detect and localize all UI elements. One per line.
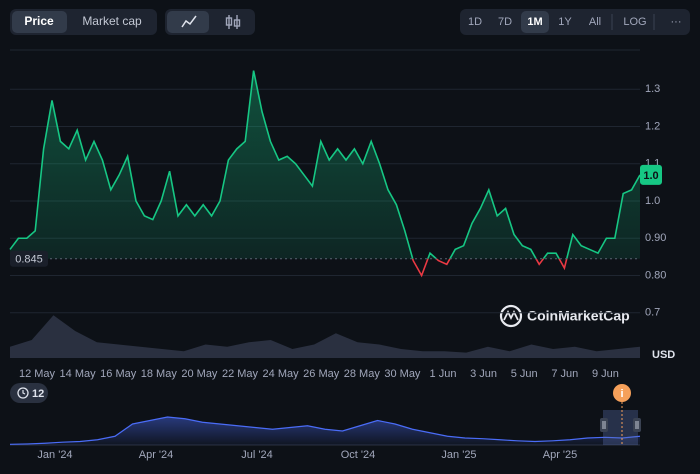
y-tick-label: 0.80 — [645, 269, 666, 281]
x-tick-label: 24 May — [263, 368, 300, 380]
range-group — [460, 9, 690, 35]
watermark: CoinMarketCap — [527, 308, 630, 324]
y-tick-label: 0.90 — [645, 232, 666, 244]
marker[interactable] — [613, 384, 631, 402]
range-button[interactable]: 1M — [527, 16, 542, 28]
history-icon — [22, 390, 26, 395]
x-tick-label: 1 Jun — [430, 368, 457, 380]
currency-label: USD — [652, 349, 675, 361]
x-tick-label: 7 Jun — [551, 368, 578, 380]
navigator-tick-label: Oct '24 — [341, 449, 376, 461]
x-tick-label: 12 May — [19, 368, 56, 380]
log-button[interactable]: LOG — [623, 16, 646, 28]
price-area — [10, 70, 640, 259]
history-pill[interactable] — [10, 383, 48, 403]
x-tick-label: 9 Jun — [592, 368, 619, 380]
y-tick-label: 1.3 — [645, 83, 660, 95]
x-tick-label: 5 Jun — [511, 368, 538, 380]
history-count: 12 — [32, 388, 44, 400]
baseline-label: 0.845 — [15, 254, 43, 266]
y-tick-label: 1.0 — [645, 195, 660, 207]
x-tick-label: 16 May — [100, 368, 137, 380]
navigator-tick-label: Apr '25 — [543, 449, 578, 461]
watermark-logo — [499, 304, 523, 328]
price-line-up — [9, 70, 641, 259]
view-tab[interactable]: Market cap — [82, 14, 142, 28]
y-tick-label: 0.7 — [645, 307, 660, 319]
baseline-box — [10, 250, 48, 267]
x-tick-label: 3 Jun — [470, 368, 497, 380]
navigator-handle[interactable] — [633, 418, 641, 432]
last-price-label: 1.0 — [643, 170, 658, 182]
navigator-window[interactable] — [603, 410, 638, 445]
marker-label: i — [620, 388, 623, 400]
navigator-tick-label: Jul '24 — [241, 449, 272, 461]
navigator-tick-label: Jan '25 — [441, 449, 476, 461]
range-button[interactable]: 7D — [498, 16, 512, 28]
range-button[interactable]: All — [589, 16, 601, 28]
volume-area — [10, 315, 640, 358]
y-tick-label: 1.2 — [645, 120, 660, 132]
last-price-box — [640, 164, 662, 185]
view-tab[interactable]: Price — [24, 14, 54, 28]
navigator-line — [9, 416, 641, 445]
view-tab-active — [12, 11, 67, 33]
navigator-tick-label: Jan '24 — [37, 449, 72, 461]
x-tick-label: 18 May — [141, 368, 178, 380]
range-active — [521, 11, 549, 33]
navigator-handle[interactable] — [600, 418, 608, 432]
x-tick-label: 28 May — [344, 368, 381, 380]
line-chart-icon — [181, 15, 197, 28]
x-tick-label: 20 May — [181, 368, 218, 380]
range-button[interactable]: 1Y — [558, 16, 572, 28]
more-button[interactable]: ··· — [671, 16, 682, 28]
x-tick-label: 30 May — [384, 368, 421, 380]
range-button[interactable]: 1D — [468, 16, 482, 28]
history-icon — [17, 387, 29, 399]
x-tick-label: 26 May — [303, 368, 340, 380]
x-tick-label: 22 May — [222, 368, 259, 380]
navigator-area — [10, 417, 640, 445]
navigator-tick-label: Apr '24 — [139, 449, 174, 461]
x-tick-label: 14 May — [60, 368, 97, 380]
candle-chart-button[interactable] — [225, 15, 241, 29]
